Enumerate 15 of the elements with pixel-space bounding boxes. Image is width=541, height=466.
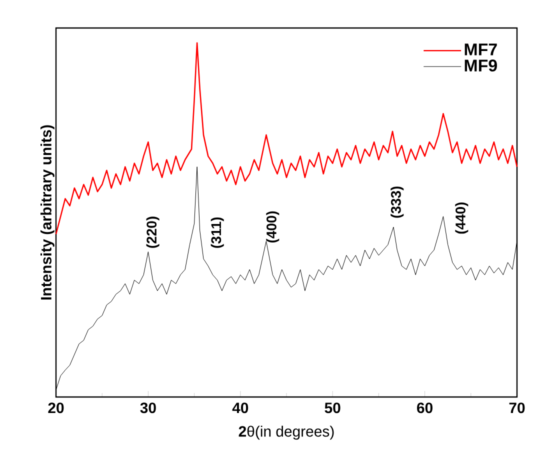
y-axis-title: Intensity (arbitrary units) — [40, 125, 54, 300]
x-tick-label: 20 — [48, 402, 64, 414]
annotation: (220) — [146, 216, 160, 248]
x-axis-title: 2θ(in degrees) — [238, 426, 334, 440]
annotation: (311) — [210, 217, 224, 248]
x-tick-label: 30 — [140, 402, 156, 414]
annotation: (400) — [266, 211, 280, 243]
legend-label: MF9 — [464, 60, 497, 72]
x-tick-label: 40 — [232, 402, 248, 414]
annotation: (440) — [455, 202, 468, 234]
annotation: (333) — [390, 186, 404, 218]
legend-label: MF7 — [464, 44, 497, 56]
x-tick-label: 70 — [509, 402, 525, 414]
x-tick-label: 60 — [417, 402, 432, 414]
x-tick-label: 50 — [324, 402, 340, 414]
